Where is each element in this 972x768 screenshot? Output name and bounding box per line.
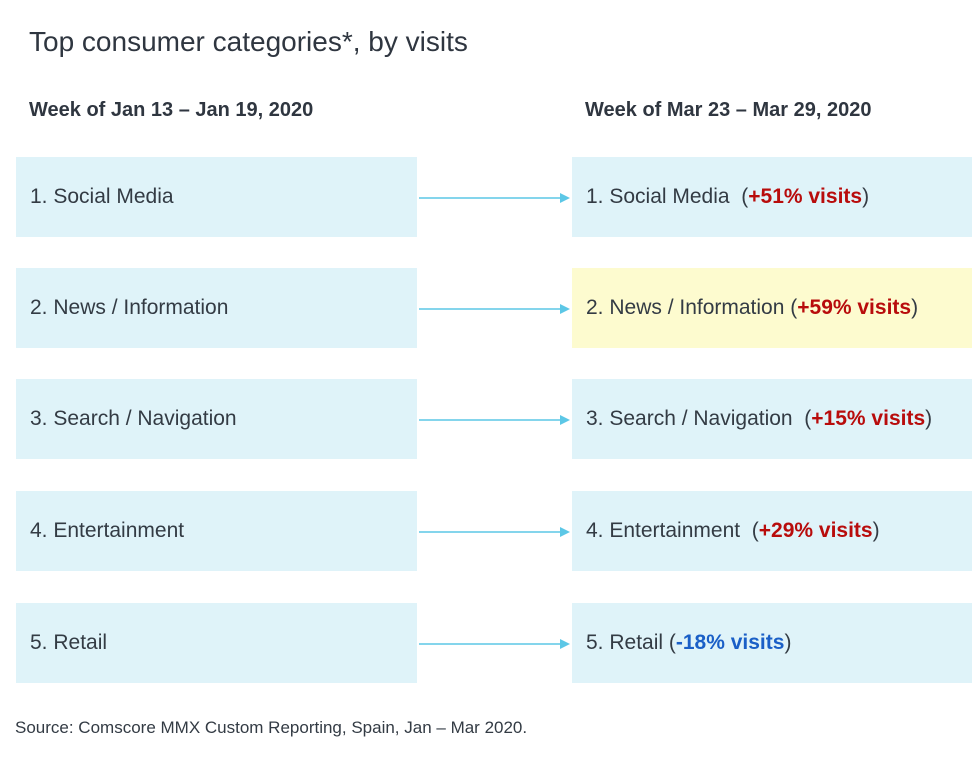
left-category-label: 1. Social Media: [30, 185, 174, 208]
paren-open: (: [729, 185, 749, 208]
left-category-label: 4. Entertainment: [30, 519, 185, 542]
right-category-box: 5. Retail (-18% visits): [572, 603, 972, 683]
left-category-box: 5. Retail: [16, 603, 417, 683]
arrow-icon: [419, 193, 570, 203]
left-category-label: 3. Search / Navigation: [30, 407, 237, 430]
arrow-icon: [419, 639, 570, 649]
visit-change-value: +51% visits: [748, 185, 863, 208]
right-category-box-highlighted: 2. News / Information (+59% visits): [572, 268, 972, 348]
page-title: Top consumer categories*, by visits: [29, 26, 468, 57]
right-category-box: 3. Search / Navigation (+15% visits): [572, 379, 972, 459]
source-note: Source: Comscore MMX Custom Reporting, S…: [15, 718, 528, 737]
arrow-icon: [419, 415, 570, 425]
paren-close: ): [784, 631, 792, 654]
right-category-label: 3. Search / Navigation: [586, 407, 793, 430]
visit-change-value: -18% visits: [675, 631, 785, 654]
paren-open: (: [740, 519, 759, 542]
visit-change-value: +15% visits: [811, 407, 926, 430]
right-category-label: 4. Entertainment: [586, 519, 741, 542]
left-category-box: 4. Entertainment: [16, 491, 417, 571]
right-category-label: 1. Social Media: [586, 185, 730, 208]
paren-close: ): [925, 407, 933, 430]
paren-close: ): [862, 185, 870, 208]
left-category-box: 1. Social Media: [16, 157, 417, 237]
right-category-box: 1. Social Media (+51% visits): [572, 157, 972, 237]
arrow-icon: [419, 304, 570, 314]
paren-close: ): [872, 519, 880, 542]
right-category-label: 2. News / Information: [586, 296, 785, 319]
left-category-label: 2. News / Information: [30, 296, 229, 319]
paren-open: (: [784, 296, 798, 319]
left-column-header: Week of Jan 13 – Jan 19, 2020: [29, 99, 314, 121]
visit-change-value: +59% visits: [797, 296, 912, 319]
right-category-box: 4. Entertainment (+29% visits): [572, 491, 972, 571]
right-category-label: 5. Retail: [586, 631, 664, 654]
paren-open: (: [792, 407, 812, 430]
visit-change-value: +29% visits: [758, 519, 873, 542]
arrow-icon: [419, 527, 570, 537]
paren-close: ): [911, 296, 919, 319]
left-category-box: 2. News / Information: [16, 268, 417, 348]
left-category-label: 5. Retail: [30, 631, 108, 654]
left-category-box: 3. Search / Navigation: [16, 379, 417, 459]
paren-open: (: [663, 631, 676, 654]
right-column-header: Week of Mar 23 – Mar 29, 2020: [585, 99, 872, 121]
